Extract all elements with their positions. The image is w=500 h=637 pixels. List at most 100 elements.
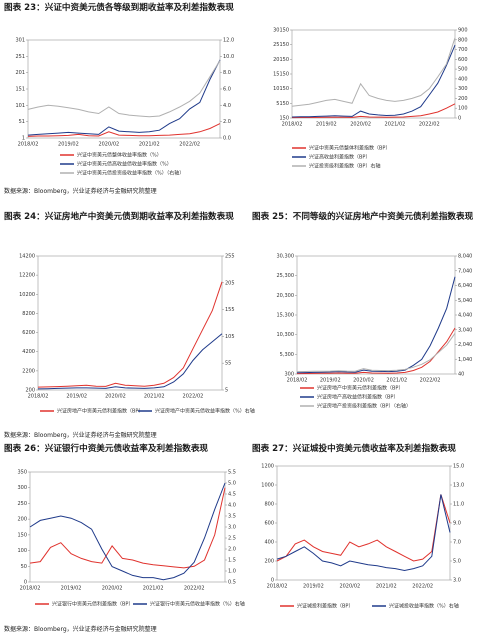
y2-tick-label: 2,040	[458, 342, 472, 348]
x-tick-label: 2021/02	[139, 142, 160, 148]
y-tick-label: 14200	[19, 254, 35, 260]
y-tick-label: 30,300	[277, 254, 295, 260]
y2-tick-label: 2.0	[228, 547, 236, 553]
y2-tick-label: 15.0	[453, 464, 464, 470]
y-tick-label: 15150	[273, 72, 289, 78]
y2-tick-label: 8.0	[223, 70, 231, 76]
y2-tick-label: 6.0	[223, 87, 231, 93]
series-line	[27, 123, 221, 137]
y2-tick-label: 105	[225, 334, 235, 340]
y2-tick-label: 500	[458, 67, 468, 73]
y-tick-label: 30150	[273, 28, 289, 34]
series-line	[27, 59, 221, 136]
y-tick-label: 25,300	[277, 273, 295, 279]
y2-tick-label: 5.0	[228, 481, 236, 487]
series-line	[37, 333, 223, 390]
y-tick-label: 51	[19, 119, 25, 125]
y2-tick-label: 255	[225, 254, 235, 260]
y-tick-label: 200	[264, 559, 274, 565]
y-tick-label: 800	[264, 502, 274, 508]
x-tick-label: 2018/02	[267, 584, 288, 590]
y-tick-label: 10200	[19, 292, 35, 298]
y2-tick-label: 5.0	[453, 559, 461, 565]
x-tick-label: 2018/02	[282, 122, 303, 128]
legend-label: 兴证房地产高收益债利差指数（BP）	[317, 394, 398, 401]
legend-label: 兴证中资美元债高收益债收益率指数（%）	[77, 161, 172, 168]
x-tick-label: 2019/02	[320, 378, 341, 384]
x-tick-label: 2020/02	[353, 378, 374, 384]
legend-label: 兴证银行中资美元债收益率指数（%）右轴	[150, 601, 245, 608]
y2-tick-label: 3.0	[228, 525, 236, 531]
plot-frame	[27, 39, 221, 139]
y2-tick-label: 6,040	[458, 283, 472, 289]
x-tick-label: 2021/02	[144, 394, 165, 400]
y-tick-label: 10150	[273, 86, 289, 92]
y-tick-label: 150	[17, 532, 27, 538]
legend-label: 兴证城投利差指数（BP）	[297, 603, 353, 610]
y2-tick-label: 1.5	[228, 558, 236, 564]
legend-label: 兴证中资美元债投资级收益率指数（%）（右轴）	[77, 170, 184, 177]
y-tick-label: 300	[284, 372, 294, 378]
series-line	[296, 276, 456, 374]
y-tick-label: 20150	[273, 57, 289, 63]
y2-tick-label: 40	[458, 372, 464, 378]
series-line	[276, 494, 451, 572]
figure-title: 图表 27：兴证城投中资美元债收益率及利差指数表现	[252, 444, 457, 454]
legend-label: 兴证房地产投资级利差指数（BP）（右轴）	[317, 403, 411, 410]
y2-tick-label: 4.5	[228, 492, 236, 498]
y2-tick-label: 600	[458, 57, 468, 63]
series-line	[291, 44, 456, 118]
plot-frame	[276, 465, 451, 581]
y2-tick-label: 205	[225, 280, 235, 286]
y-tick-label: 301	[15, 38, 25, 44]
y2-tick-label: 800	[458, 37, 468, 43]
y-tick-label: 10,300	[277, 332, 295, 338]
source-note: 数据来源：Bloomberg，兴业证券经济与金融研究院整理	[4, 432, 157, 439]
y-tick-label: 8200	[22, 311, 35, 317]
x-tick-label: 2022/02	[179, 142, 200, 148]
y-tick-label: 0	[271, 578, 274, 584]
y2-tick-label: 11.0	[453, 502, 464, 508]
y2-tick-label: 12.0	[223, 38, 234, 44]
y2-tick-label: 1,040	[458, 357, 472, 363]
x-tick-label: 2019/02	[58, 142, 79, 148]
y-tick-label: 400	[264, 540, 274, 546]
y2-tick-label: 100	[458, 106, 468, 112]
y-tick-label: 20,300	[277, 293, 295, 299]
figure-title: 图表 25：不同等级的兴证房地产中资美元债利差指数表现	[252, 212, 474, 222]
x-tick-label: 2020/02	[98, 142, 119, 148]
y2-tick-label: 5,040	[458, 298, 472, 304]
y2-tick-label: 4.0	[223, 103, 231, 109]
x-tick-label: 2022/02	[183, 394, 204, 400]
x-tick-label: 2020/02	[350, 122, 371, 128]
x-tick-label: 2021/02	[386, 378, 407, 384]
y2-tick-label: 3.5	[228, 514, 236, 520]
y2-tick-label: 700	[458, 47, 468, 53]
y2-tick-label: 2.5	[228, 536, 236, 542]
legend-label: 兴证中资美元债整体收益率指数（%）	[77, 152, 162, 159]
y-tick-label: 200	[25, 388, 35, 394]
y2-tick-label: 5.5	[228, 470, 236, 476]
y2-tick-label: 1.0	[228, 569, 236, 575]
source-note: 数据来源：Bloomberg，兴业证券经济与金融研究院整理	[4, 626, 157, 633]
legend-label: 兴证城投收益率指数（%）右轴	[389, 603, 459, 610]
y2-tick-label: 400	[458, 76, 468, 82]
y-tick-label: 1	[22, 136, 25, 142]
y2-tick-label: 4.0	[228, 503, 236, 509]
y2-tick-label: 300	[458, 86, 468, 92]
series-line	[37, 281, 223, 388]
x-tick-label: 2022/02	[420, 378, 441, 384]
y2-tick-label: 900	[458, 28, 468, 34]
x-tick-label: 2020/02	[105, 394, 126, 400]
y-tick-label: 1000	[261, 483, 274, 489]
plot-frame	[291, 29, 456, 119]
y-tick-label: 200	[17, 517, 27, 523]
figure-title: 图表 26：兴证银行中资美元债收益率及利差指数表现	[4, 444, 209, 454]
y-tick-label: 300	[17, 485, 27, 491]
source-note: 数据来源：Bloomberg，兴业证券经济与金融研究院整理	[4, 188, 157, 195]
y2-tick-label: 9.0	[453, 521, 461, 527]
y-tick-label: 2200	[22, 368, 35, 374]
x-tick-label: 2021/02	[385, 122, 406, 128]
